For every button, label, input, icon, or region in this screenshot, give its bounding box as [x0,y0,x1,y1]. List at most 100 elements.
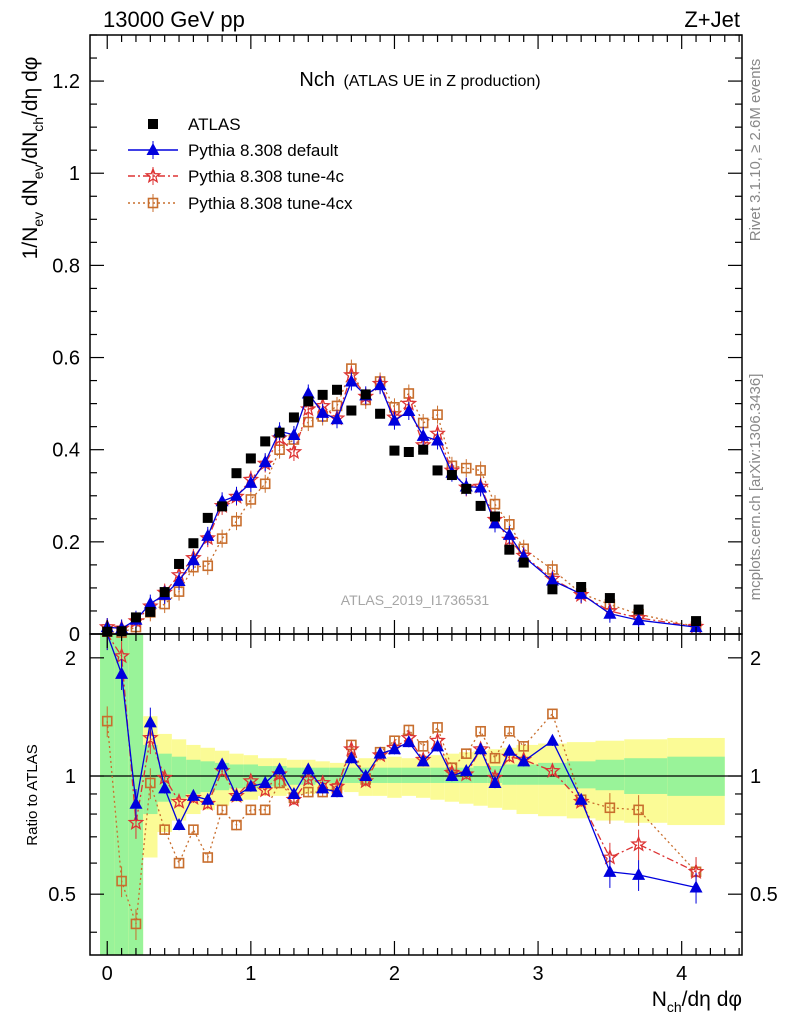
ratio-y-tick-label: 1 [65,766,76,788]
header-right: Z+Jet [684,7,740,32]
mcplots-label: mcplots.cern.ch [arXiv:1306.3436] [747,374,764,601]
data-point [244,475,258,488]
ratio-point [604,802,616,814]
data-point [632,613,646,626]
legend-label: Pythia 8.308 tune-4c [188,167,344,186]
ratio-line [106,633,697,873]
data-point [547,584,558,595]
analysis-watermark: ATLAS_2019_I1736531 [341,592,490,608]
ratio-point [258,775,272,788]
y-tick-label: 0.6 [52,348,80,370]
ratio-point [475,725,486,737]
data-point [288,412,299,423]
data-point [260,436,271,447]
data-point [604,593,615,604]
data-point [274,427,285,438]
ratio-point [373,746,387,759]
x-axis-label: Nch/dη dφ [652,988,742,1015]
x-tick-label: 4 [676,963,687,985]
ratio-point [186,788,200,801]
ratio-point [457,765,475,782]
ratio-point [603,864,617,877]
main-series [98,359,705,642]
ratio-point [445,769,459,782]
ratio-point [417,741,429,752]
ratio-point [502,743,516,756]
ratio-point [474,742,488,755]
legend-label: Pythia 8.308 default [188,141,339,160]
ratio-point [518,741,530,752]
data-point [574,586,588,599]
legend-marker [144,167,162,184]
ratio-point [432,722,443,733]
data-point [231,515,242,527]
ratio-point [330,785,344,798]
data-point [502,527,516,540]
data-point [202,512,213,523]
data-point [259,478,271,490]
ratio-point [517,754,531,767]
ratio-point [244,779,258,792]
ratio-point [632,867,646,880]
data-point [389,445,400,456]
band-inner-bin [473,766,488,783]
ratio-point [116,875,127,887]
x-tick-label: 2 [389,963,400,985]
ratio-point [387,742,401,755]
data-point [245,453,256,464]
ratio-y-tick-label-right: 2 [750,648,761,670]
ratio-point [245,804,257,816]
ratio-point [129,796,143,809]
data-point [475,465,486,476]
data-point [143,596,157,609]
data-point [446,470,457,481]
data-point [418,444,429,455]
band-inner-bin [186,759,201,794]
band-inner-bin [387,767,402,783]
data-point [285,443,303,460]
data-point [186,553,200,566]
band-inner-bin [372,767,388,783]
data-point [316,405,330,418]
legend-label: Pythia 8.308 tune-4cx [188,194,353,213]
ratio-y-tick-label-right: 1 [750,766,761,788]
ratio-point [188,824,199,835]
main-panel: ATLAS_2019_I1736531 [98,359,705,642]
band-inner-bin [344,767,359,783]
ratio-point [302,786,314,798]
data-point [360,389,371,400]
band-inner-bin [329,767,345,783]
band-inner-bin [502,764,517,785]
data-point [474,480,488,493]
main-y-axis-label: 1/Nev dNev/dNch/dη dφ [19,57,46,260]
x-tick-label: 3 [533,963,544,985]
data-point [576,582,587,593]
y-tick-label: 0.2 [52,532,80,554]
ratio-y-tick-label-right: 0.5 [750,884,778,906]
data-point [159,587,170,598]
ratio-point [633,804,644,816]
y-tick-label: 1.2 [52,71,80,93]
ratio-point [287,786,301,799]
ratio-point [488,775,502,788]
data-point [145,606,156,617]
ratio-point [544,762,561,779]
data-point [287,427,301,440]
data-point [432,465,443,476]
data-point [245,494,257,505]
data-point [460,462,472,474]
ratio-point [630,835,648,852]
ratio-point [216,804,228,816]
y-tick-label: 0.8 [52,255,80,277]
ratio-point [172,818,186,831]
band-inner-bin [200,761,215,793]
data-point [373,378,387,391]
ratio-point [256,781,274,798]
data-point [332,384,343,395]
data-point [201,528,215,541]
band-inner-bin [171,756,187,798]
data-point [489,498,501,510]
data-point [130,612,141,623]
ratio-point [574,792,588,805]
ratio-point [159,824,170,835]
